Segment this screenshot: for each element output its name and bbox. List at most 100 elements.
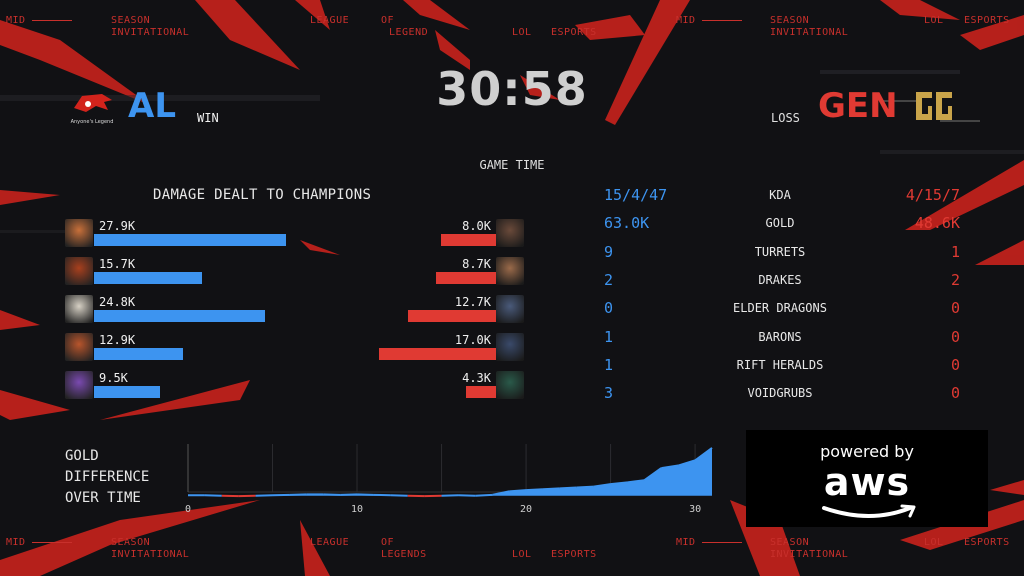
stat-right-value: 2 — [950, 270, 960, 289]
left-damage-value: 24.8K — [99, 295, 136, 309]
gold-diff-title-line2: DIFFERENCE — [65, 469, 150, 485]
deco-mid: MID — [6, 15, 73, 27]
right-champion-portrait — [496, 333, 524, 361]
right-damage-bar — [436, 272, 496, 284]
stat-right-value: 48.6K — [914, 214, 960, 233]
right-champion-portrait — [496, 295, 524, 323]
chart-x-tick-label: 30 — [689, 504, 701, 515]
deco-season: SEASON INVITATIONAL — [111, 15, 190, 38]
stat-label: GOLD — [765, 216, 795, 231]
left-champion-portrait — [65, 219, 93, 247]
gold-diff-line-segment — [475, 493, 493, 497]
chart-x-tick-label: 10 — [351, 504, 363, 515]
right-damage-bar — [408, 310, 496, 322]
left-damage-value: 27.9K — [99, 219, 136, 233]
team-left-logo-text: Anyone's Legend — [70, 119, 114, 125]
gold-diff-line-segment — [526, 488, 544, 492]
stat-label: TURRETS — [754, 244, 806, 259]
right-damage-value: 12.7K — [454, 295, 491, 309]
left-damage-bar — [94, 310, 266, 322]
team-left-logo: Anyone's Legend — [68, 90, 116, 128]
deco-esports-bottom: ESPORTS — [551, 549, 597, 560]
deco-mid-bottom: MID — [6, 537, 73, 549]
stat-right-value: 0 — [950, 299, 960, 318]
team-right-abbr: GEN — [818, 86, 898, 126]
deco-lol-bottom-right: LOL — [924, 537, 944, 548]
damage-section-title: DAMAGE DEALT TO CHAMPIONS — [153, 187, 372, 203]
game-time-label: GAME TIME — [479, 158, 545, 172]
gold-diff-line-segment — [492, 490, 510, 496]
stat-label: VOIDGRUBS — [747, 386, 813, 401]
gold-diff-area — [188, 447, 712, 497]
deco-esports-bottom-right: ESPORTS — [964, 537, 1010, 548]
right-champion-portrait — [496, 219, 524, 247]
stat-label: RIFT HERALDS — [736, 357, 824, 372]
team-right-result: LOSS — [771, 111, 800, 125]
stat-left-value: 9 — [604, 242, 614, 261]
left-damage-bar — [94, 234, 287, 246]
stat-right-value: 0 — [950, 327, 960, 346]
gold-diff-line-segment — [677, 459, 696, 467]
anyones-legend-logo-icon — [74, 94, 112, 112]
left-damage-value: 9.5K — [99, 371, 128, 385]
gold-diff-title-line3: OVER TIME — [65, 490, 141, 506]
left-champion-portrait — [65, 333, 93, 361]
deco-season-right: SEASON INVITATIONAL — [770, 15, 849, 38]
deco-league-bottom: LEAGUE — [310, 537, 350, 548]
right-damage-value: 4.3K — [462, 371, 491, 385]
gold-diff-line-segment — [509, 489, 527, 493]
gold-diff-line-segment — [542, 487, 560, 491]
gold-diff-line-segment — [576, 485, 594, 489]
deco-mid-right: MID — [676, 15, 743, 27]
deco-esports-right: ESPORTS — [964, 15, 1010, 26]
stat-right-value: 0 — [950, 384, 960, 403]
stat-label: DRAKES — [758, 272, 802, 287]
stat-left-value: 15/4/47 — [604, 186, 668, 204]
gold-diff-line-segment — [593, 483, 611, 488]
stat-label: BARONS — [758, 329, 802, 344]
deco-mid-bottom-right: MID — [676, 537, 743, 549]
deco-esports: ESPORTS — [551, 27, 597, 38]
gold-diff-title-line1: GOLD — [65, 448, 99, 464]
gold-diff-line-segment — [627, 479, 645, 484]
stat-right-value: 4/15/7 — [905, 186, 960, 204]
left-damage-bar — [94, 348, 183, 360]
gold-diff-line-segment — [694, 447, 713, 462]
stat-left-value: 63.0K — [604, 214, 650, 233]
deco-of-bottom: OF LEGENDS — [381, 537, 427, 560]
team-left-result: WIN — [197, 111, 219, 125]
game-timer: 30:58 — [436, 62, 588, 116]
right-damage-bar — [466, 386, 496, 398]
aws-sponsor-box: powered by aws — [746, 430, 988, 527]
left-champion-portrait — [65, 257, 93, 285]
gold-diff-line-segment — [643, 467, 662, 481]
right-damage-value: 8.7K — [462, 257, 491, 271]
deco-season-bottom: SEASON INVITATIONAL — [111, 537, 190, 560]
team-left-abbr: AL — [128, 86, 176, 126]
left-damage-bar — [94, 386, 160, 398]
team-right-logo — [914, 90, 954, 122]
right-champion-portrait — [496, 257, 524, 285]
left-damage-value: 12.9K — [99, 333, 136, 347]
stat-right-value: 1 — [950, 242, 960, 261]
stat-left-value: 3 — [604, 384, 614, 403]
deco-lol-bottom: LOL — [512, 549, 532, 560]
deco-lol: LOL — [512, 27, 532, 38]
gold-diff-line-segment — [661, 464, 679, 470]
left-damage-value: 15.7K — [99, 257, 136, 271]
gold-diff-line-segment — [559, 486, 577, 490]
aws-smile-icon — [822, 504, 916, 518]
right-damage-value: 8.0K — [462, 219, 491, 233]
right-damage-value: 17.0K — [454, 333, 491, 347]
gen-g-logo-icon — [916, 92, 952, 120]
chart-x-tick-label: 20 — [520, 504, 532, 515]
gold-diff-title: GOLD DIFFERENCE OVER TIME — [65, 446, 149, 509]
deco-league: LEAGUE — [310, 15, 350, 26]
stat-label: KDA — [769, 188, 791, 202]
aws-powered-by: powered by — [820, 442, 914, 461]
chart-x-tick-label: 0 — [185, 504, 191, 515]
deco-lol-right: LOL — [924, 15, 944, 26]
stat-label: ELDER DRAGONS — [733, 301, 827, 316]
gold-diff-chart: 0 10 20 30 — [185, 444, 713, 515]
gold-diff-line-segment — [610, 481, 628, 486]
